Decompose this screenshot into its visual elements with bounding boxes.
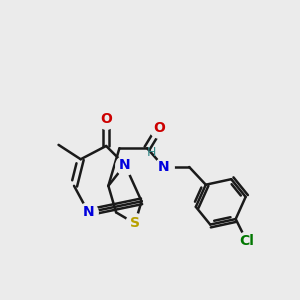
Text: N: N: [82, 206, 94, 219]
Text: N: N: [119, 158, 131, 172]
Text: N: N: [158, 160, 170, 174]
Text: S: S: [130, 217, 140, 230]
Text: O: O: [100, 112, 112, 126]
Text: H: H: [147, 146, 156, 159]
Text: Cl: Cl: [239, 234, 254, 248]
Text: O: O: [153, 121, 165, 135]
